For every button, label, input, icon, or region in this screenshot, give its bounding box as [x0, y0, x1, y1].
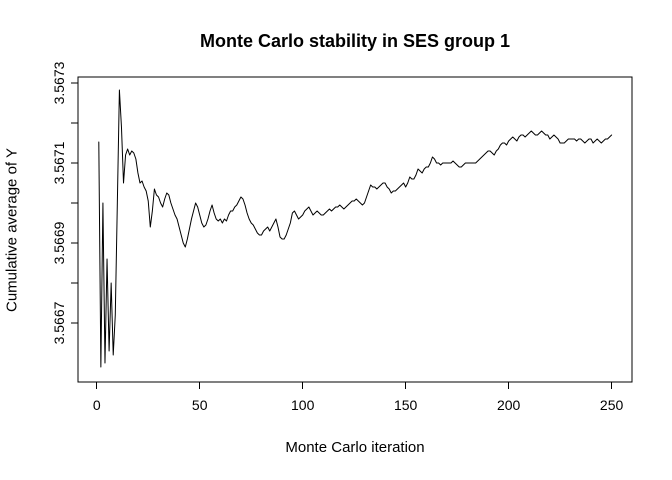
data-line-cumulative-average	[98, 89, 613, 368]
y-axis-tick-label: 3.5673	[51, 61, 67, 104]
x-axis-tick-label: 250	[600, 397, 624, 413]
x-axis-tick-label: 100	[291, 397, 315, 413]
y-axis-tick-label: 3.5669	[51, 221, 67, 264]
x-axis-tick-label: 0	[93, 397, 101, 413]
x-axis-tick-label: 150	[394, 397, 418, 413]
x-axis-tick-label: 50	[192, 397, 208, 413]
x-axis-tick-label: 200	[497, 397, 521, 413]
plot-border	[77, 76, 633, 383]
chart-title: Monte Carlo stability in SES group 1	[199, 31, 511, 51]
y-axis-tick-label: 3.5667	[51, 301, 67, 344]
y-axis-tick-label: 3.5671	[51, 141, 67, 184]
x-axis-title: Monte Carlo iteration	[285, 439, 425, 456]
